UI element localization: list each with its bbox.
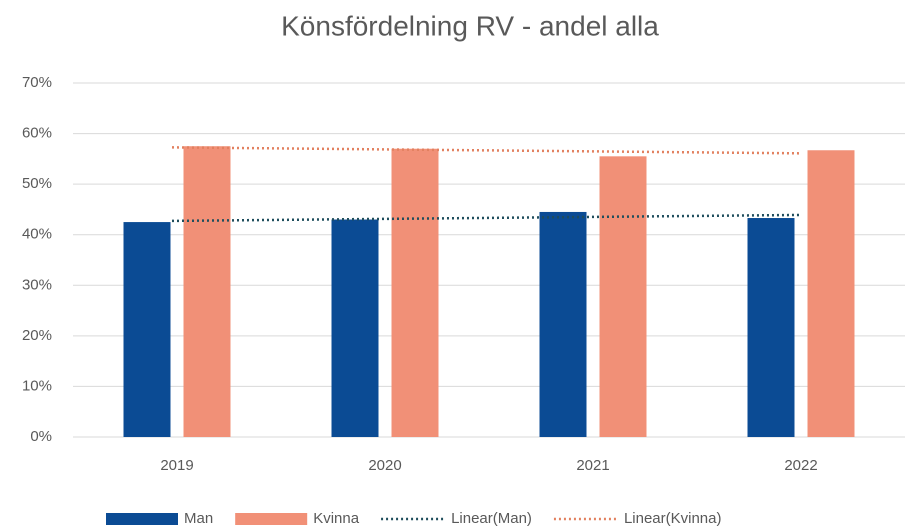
legend-label: Linear(Man): [451, 510, 532, 527]
legend-label: Kvinna: [313, 510, 360, 527]
bar: [747, 218, 795, 437]
x-tick-label: 2021: [576, 457, 609, 474]
chart-title: Könsfördelning RV - andel alla: [281, 10, 659, 41]
y-tick-label: 60%: [22, 125, 52, 142]
y-tick-label: 70%: [22, 74, 52, 91]
trendline: [171, 213, 802, 223]
trendline: [171, 146, 802, 155]
y-tick-label: 40%: [22, 226, 52, 243]
y-tick-label: 50%: [22, 175, 52, 192]
bar: [183, 146, 231, 437]
legend-swatch: [106, 513, 178, 525]
y-tick-label: 20%: [22, 327, 52, 344]
bar: [123, 222, 171, 437]
x-tick-label: 2019: [160, 457, 193, 474]
legend-label: Man: [184, 510, 213, 527]
y-tick-label: 30%: [22, 276, 52, 293]
y-tick-label: 0%: [30, 428, 52, 445]
bar: [331, 219, 379, 437]
x-tick-label: 2020: [368, 457, 401, 474]
bar: [539, 211, 587, 437]
legend-label: Linear(Kvinna): [624, 510, 722, 527]
legend-swatch: [235, 513, 308, 525]
y-tick-label: 10%: [22, 377, 52, 394]
x-tick-label: 2022: [784, 457, 817, 474]
bar: [599, 156, 647, 438]
bar: [807, 150, 855, 437]
bar: [391, 148, 439, 437]
